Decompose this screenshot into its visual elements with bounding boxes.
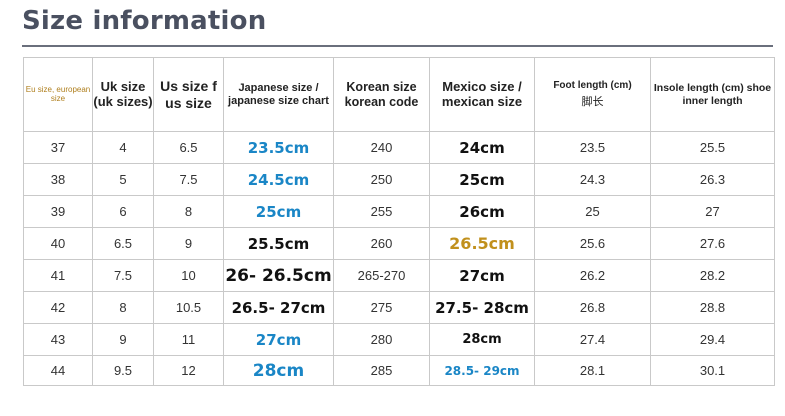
header-insole-length: Insole length (cm) shoe inner length xyxy=(650,57,775,132)
cell-us: 9 xyxy=(153,227,224,260)
cell-us: 11 xyxy=(153,323,224,356)
cell-jp: 26.5- 27cm xyxy=(223,291,334,324)
cell-kr: 285 xyxy=(333,355,430,386)
size-chart-table: Eu size, european size Uk size (uk sizes… xyxy=(23,57,775,386)
cell-uk: 9 xyxy=(92,323,154,356)
cell-kr: 265-270 xyxy=(333,259,430,292)
cell-us: 10.5 xyxy=(153,291,224,324)
title-divider xyxy=(22,45,773,47)
header-uk-size: Uk size (uk sizes) xyxy=(92,57,154,132)
cell-mx: 28cm xyxy=(429,323,535,356)
header-foot-length-cjk: 脚长 xyxy=(581,95,604,108)
cell-mx: 25cm xyxy=(429,163,535,196)
cell-jp: 27cm xyxy=(223,323,334,356)
cell-foot: 25.6 xyxy=(534,227,651,260)
cell-kr: 250 xyxy=(333,163,430,196)
cell-eu: 38 xyxy=(23,163,93,196)
cell-jp: 25cm xyxy=(223,195,334,228)
cell-insole: 28.2 xyxy=(650,259,775,292)
cell-insole: 30.1 xyxy=(650,355,775,386)
cell-uk: 4 xyxy=(92,131,154,164)
cell-insole: 29.4 xyxy=(650,323,775,356)
header-us-size: Us size f us size xyxy=(153,57,224,132)
cell-mx: 26cm xyxy=(429,195,535,228)
cell-uk: 8 xyxy=(92,291,154,324)
cell-insole: 27.6 xyxy=(650,227,775,260)
cell-foot: 26.8 xyxy=(534,291,651,324)
cell-mx: 24cm xyxy=(429,131,535,164)
cell-eu: 43 xyxy=(23,323,93,356)
cell-jp: 28cm xyxy=(223,355,334,386)
header-mexico-size: Mexico size / mexican size xyxy=(429,57,535,132)
table-row: 38 5 7.5 24.5cm 250 25cm 24.3 26.3 xyxy=(23,163,775,196)
cell-us: 12 xyxy=(153,355,224,386)
table-row: 44 9.5 12 28cm 285 28.5- 29cm 28.1 30.1 xyxy=(23,355,775,386)
cell-foot: 28.1 xyxy=(534,355,651,386)
cell-eu: 44 xyxy=(23,355,93,386)
cell-eu: 37 xyxy=(23,131,93,164)
cell-jp: 24.5cm xyxy=(223,163,334,196)
header-korean-size: Korean size korean code xyxy=(333,57,430,132)
cell-insole: 27 xyxy=(650,195,775,228)
cell-us: 6.5 xyxy=(153,131,224,164)
cell-kr: 240 xyxy=(333,131,430,164)
cell-foot: 23.5 xyxy=(534,131,651,164)
cell-jp: 25.5cm xyxy=(223,227,334,260)
table-row: 42 8 10.5 26.5- 27cm 275 27.5- 28cm 26.8… xyxy=(23,291,775,324)
cell-uk: 7.5 xyxy=(92,259,154,292)
cell-kr: 255 xyxy=(333,195,430,228)
cell-uk: 5 xyxy=(92,163,154,196)
cell-uk: 9.5 xyxy=(92,355,154,386)
cell-eu: 41 xyxy=(23,259,93,292)
page-title: Size information xyxy=(22,6,267,36)
cell-foot: 27.4 xyxy=(534,323,651,356)
cell-us: 10 xyxy=(153,259,224,292)
header-foot-length-label: Foot length (cm) xyxy=(553,80,632,92)
cell-mx: 27cm xyxy=(429,259,535,292)
cell-kr: 260 xyxy=(333,227,430,260)
table-row: 39 6 8 25cm 255 26cm 25 27 xyxy=(23,195,775,228)
cell-foot: 25 xyxy=(534,195,651,228)
cell-mx: 26.5cm xyxy=(429,227,535,260)
table-header-row: Eu size, european size Uk size (uk sizes… xyxy=(23,57,775,132)
cell-insole: 25.5 xyxy=(650,131,775,164)
table-row: 37 4 6.5 23.5cm 240 24cm 23.5 25.5 xyxy=(23,131,775,164)
cell-kr: 280 xyxy=(333,323,430,356)
cell-foot: 24.3 xyxy=(534,163,651,196)
cell-uk: 6 xyxy=(92,195,154,228)
cell-eu: 39 xyxy=(23,195,93,228)
table-row: 41 7.5 10 26- 26.5cm 265-270 27cm 26.2 2… xyxy=(23,259,775,292)
table-row: 40 6.5 9 25.5cm 260 26.5cm 25.6 27.6 xyxy=(23,227,775,260)
cell-kr: 275 xyxy=(333,291,430,324)
cell-eu: 42 xyxy=(23,291,93,324)
cell-mx: 27.5- 28cm xyxy=(429,291,535,324)
cell-insole: 28.8 xyxy=(650,291,775,324)
cell-jp: 26- 26.5cm xyxy=(223,259,334,292)
cell-foot: 26.2 xyxy=(534,259,651,292)
header-eu-size: Eu size, european size xyxy=(23,57,93,132)
cell-mx: 28.5- 29cm xyxy=(429,355,535,386)
cell-eu: 40 xyxy=(23,227,93,260)
cell-uk: 6.5 xyxy=(92,227,154,260)
cell-us: 8 xyxy=(153,195,224,228)
table-row: 43 9 11 27cm 280 28cm 27.4 29.4 xyxy=(23,323,775,356)
cell-jp: 23.5cm xyxy=(223,131,334,164)
header-japanese-size: Japanese size / japanese size chart xyxy=(223,57,334,132)
cell-insole: 26.3 xyxy=(650,163,775,196)
cell-us: 7.5 xyxy=(153,163,224,196)
header-foot-length: Foot length (cm) 脚长 xyxy=(534,57,651,132)
